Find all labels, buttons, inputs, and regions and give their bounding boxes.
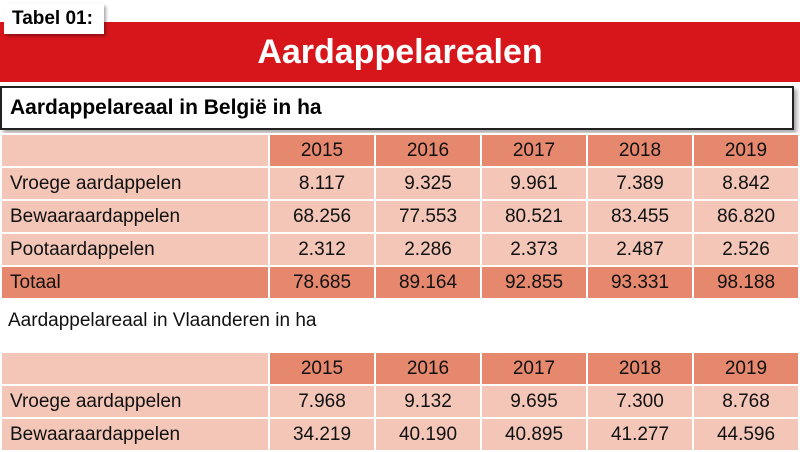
year-header: 2018	[586, 133, 694, 168]
table-cell: 98.188	[692, 265, 800, 300]
year-header: 2018	[586, 351, 694, 386]
row-label: Pootaardappelen	[0, 232, 270, 267]
table-cell: 83.455	[586, 199, 694, 234]
table-cell: 2.373	[480, 232, 588, 267]
year-header: 2019	[692, 351, 800, 386]
year-header: 2016	[374, 351, 482, 386]
section-title-belgium: Aardappelareaal in België in ha	[0, 86, 794, 130]
table-cell: 9.695	[480, 384, 588, 419]
table-cell: 8.842	[692, 166, 800, 201]
table-header-row: 2015 2016 2017 2018 2019	[0, 133, 800, 168]
header-empty-cell	[0, 351, 270, 386]
table-row: Vroege aardappelen 7.968 9.132 9.695 7.3…	[0, 384, 800, 419]
table-row: Vroege aardappelen 8.117 9.325 9.961 7.3…	[0, 166, 800, 201]
table-cell: 9.132	[374, 384, 482, 419]
table-cell: 2.487	[586, 232, 694, 267]
table-header-row: 2015 2016 2017 2018 2019	[0, 351, 800, 386]
row-label: Totaal	[0, 265, 270, 300]
table-cell: 2.526	[692, 232, 800, 267]
year-header: 2016	[374, 133, 482, 168]
table-cell: 8.117	[268, 166, 376, 201]
year-header: 2015	[268, 351, 376, 386]
year-header: 2019	[692, 133, 800, 168]
table-cell: 8.768	[692, 384, 800, 419]
header-empty-cell	[0, 133, 270, 168]
table-cell: 7.389	[586, 166, 694, 201]
table-cell: 93.331	[586, 265, 694, 300]
year-header: 2017	[480, 351, 588, 386]
table-cell: 44.596	[692, 417, 800, 452]
year-header: 2017	[480, 133, 588, 168]
row-label: Bewaaraardappelen	[0, 417, 270, 452]
table-row: Bewaaraardappelen 68.256 77.553 80.521 8…	[0, 199, 800, 234]
table-cell: 89.164	[374, 265, 482, 300]
table-cell: 78.685	[268, 265, 376, 300]
table-cell: 2.286	[374, 232, 482, 267]
table-cell: 40.895	[480, 417, 588, 452]
table-cell: 9.961	[480, 166, 588, 201]
table-cell: 34.219	[268, 417, 376, 452]
table-cell: 68.256	[268, 199, 376, 234]
table-cell: 2.312	[268, 232, 376, 267]
table-row: Pootaardappelen 2.312 2.286 2.373 2.487 …	[0, 232, 800, 267]
table-cell: 40.190	[374, 417, 482, 452]
row-label: Vroege aardappelen	[0, 384, 270, 419]
year-header: 2015	[268, 133, 376, 168]
table-row: Bewaaraardappelen 34.219 40.190 40.895 4…	[0, 417, 800, 452]
table-cell: 86.820	[692, 199, 800, 234]
row-label: Bewaaraardappelen	[0, 199, 270, 234]
row-label: Vroege aardappelen	[0, 166, 270, 201]
table-cell: 41.277	[586, 417, 694, 452]
table-cell: 80.521	[480, 199, 588, 234]
table-cell: 7.968	[268, 384, 376, 419]
total-row: Totaal 78.685 89.164 92.855 93.331 98.18…	[0, 265, 800, 300]
table-cell: 77.553	[374, 199, 482, 234]
page-title: Aardappelarealen	[0, 22, 800, 82]
table-flanders: 2015 2016 2017 2018 2019 Vroege aardappe…	[0, 351, 800, 452]
table-number-tag: Tabel 01:	[4, 4, 104, 34]
table-cell: 7.300	[586, 384, 694, 419]
table-cell: 92.855	[480, 265, 588, 300]
section-title-flanders: Aardappelareaal in Vlaanderen in ha	[8, 310, 317, 331]
table-belgium: 2015 2016 2017 2018 2019 Vroege aardappe…	[0, 133, 800, 300]
table-cell: 9.325	[374, 166, 482, 201]
